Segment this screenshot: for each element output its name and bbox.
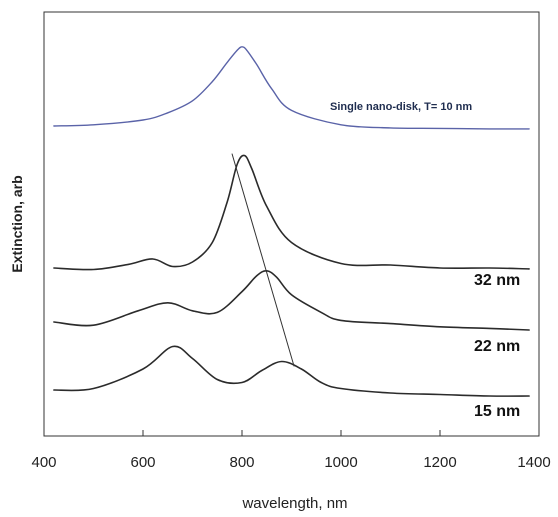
annotation-32nm: 32 nm [474,272,520,289]
x-tick-label-1400: 1400 [517,454,550,471]
annotation-22nm: 22 nm [474,338,520,355]
annotation-single-nano-disk: Single nano-disk, T= 10 nm [330,101,472,113]
y-axis-label: Extinction, arb [9,175,25,272]
trend-line [231,153,295,367]
x-tick-label-800: 800 [229,454,254,471]
series-22nm [53,269,530,331]
x-axis-label: wavelength, nm [241,495,347,512]
series-single-nano-disk [53,46,530,130]
series-layer [53,46,530,397]
x-tick-marks [43,430,540,436]
annotation-15nm: 15 nm [474,403,520,420]
series-15nm [53,345,530,397]
x-tick-label-1200: 1200 [423,454,456,471]
x-tick-label-1000: 1000 [324,454,357,471]
x-tick-label-600: 600 [130,454,155,471]
x-tick-label-400: 400 [31,454,56,471]
plot-frame [43,11,540,437]
series-32nm [53,154,530,271]
